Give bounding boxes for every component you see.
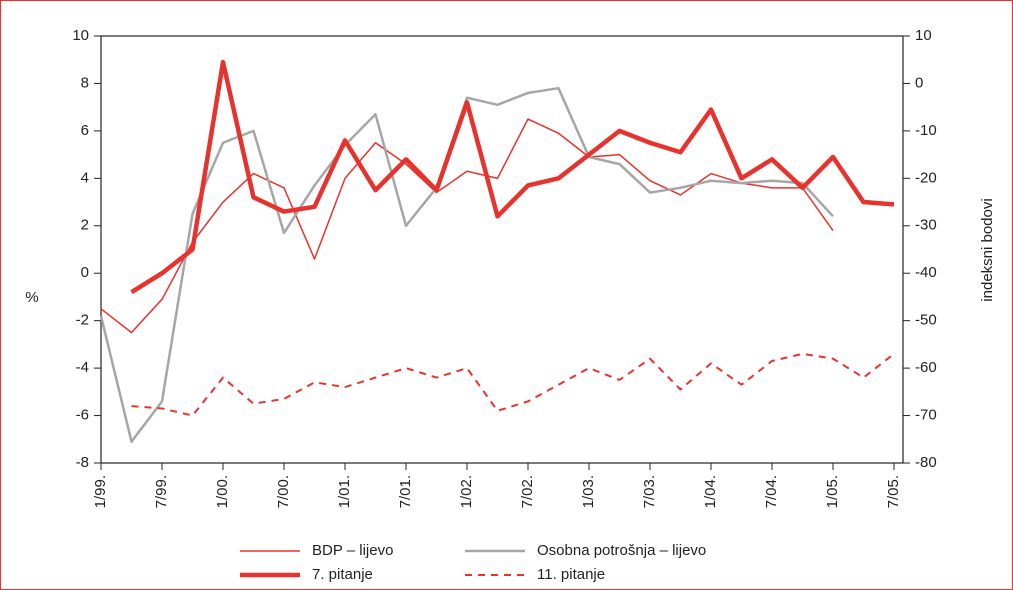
x-tick-label: 7/99.	[153, 475, 170, 508]
x-tick-label: 7/04.	[763, 475, 780, 508]
series-line	[130, 59, 895, 295]
y-tick-label: 2	[81, 217, 89, 234]
y2-tick-label: -30	[915, 217, 937, 234]
y-axis-label: %	[25, 289, 38, 306]
y2-tick-label: 0	[915, 74, 923, 91]
y2-tick-label: -20	[915, 169, 937, 186]
y-tick-label: -8	[76, 454, 89, 471]
legend-label: BDP – lijevo	[312, 542, 393, 559]
x-tick-label: 7/00.	[275, 475, 292, 508]
x-tick-label: 1/99.	[92, 475, 109, 508]
series-line	[100, 118, 834, 334]
y-tick-label: -6	[76, 407, 89, 424]
y-tick-label: 0	[81, 264, 89, 281]
y-tick-label: 4	[81, 169, 89, 186]
y2-tick-label: -60	[915, 359, 937, 376]
y-tick-label: 10	[72, 27, 89, 44]
y-tick-label: 8	[81, 74, 89, 91]
x-tick-label: 1/04.	[702, 475, 719, 508]
legend-label: 7. pitanje	[312, 566, 373, 583]
y2-tick-label: -10	[915, 122, 937, 139]
legend-label: Osobna potrošnja – lijevo	[537, 542, 706, 559]
legend-label: 11. pitanje	[537, 566, 605, 583]
y2-tick-label: 10	[915, 27, 932, 44]
x-tick-label: 7/03.	[641, 475, 658, 508]
y-tick-label: -2	[76, 312, 89, 329]
y2-tick-label: -50	[915, 312, 937, 329]
x-tick-label: 1/03.	[580, 475, 597, 508]
y-tick-label: 6	[81, 122, 89, 139]
x-tick-label: 1/00.	[214, 475, 231, 508]
y-tick-label: -4	[76, 359, 89, 376]
x-tick-label: 7/01.	[397, 475, 414, 508]
y2-tick-label: -40	[915, 264, 937, 281]
series-line	[99, 86, 834, 443]
x-tick-label: 7/05.	[885, 475, 902, 508]
x-tick-label: 1/01.	[336, 475, 353, 508]
y2-tick-label: -70	[915, 407, 937, 424]
plot-frame	[100, 35, 904, 464]
x-tick-label: 1/05.	[824, 475, 841, 508]
x-tick-label: 7/02.	[519, 475, 536, 508]
y2-tick-label: -80	[915, 454, 937, 471]
x-tick-label: 1/02.	[458, 475, 475, 508]
series-line	[131, 352, 895, 417]
y2-axis-label: indeksni bodovi	[979, 198, 996, 301]
